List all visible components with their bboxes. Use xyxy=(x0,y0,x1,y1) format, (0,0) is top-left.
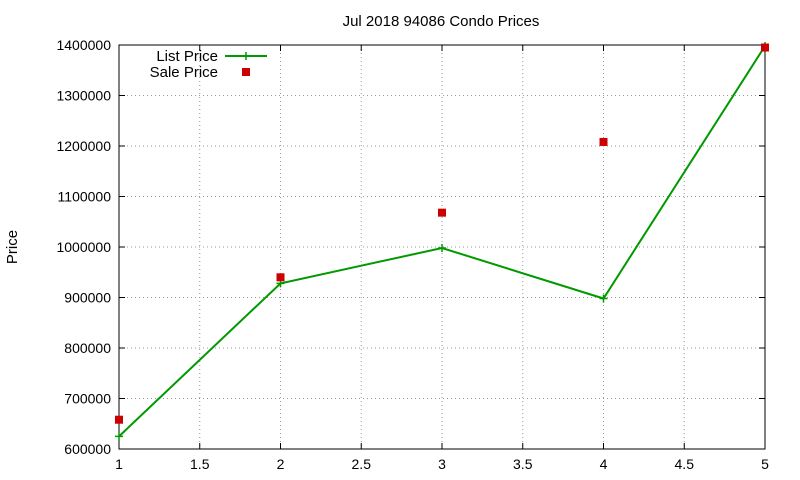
y-axis-title: Price xyxy=(4,230,21,264)
series-1 xyxy=(115,43,769,424)
x-tick-label: 5 xyxy=(761,456,769,472)
y-tick-label: 1200000 xyxy=(56,138,111,154)
list-price-point xyxy=(438,244,446,253)
x-tick-label: 1 xyxy=(115,456,123,472)
x-tick-label: 3.5 xyxy=(513,456,533,472)
y-tick-label: 900000 xyxy=(64,290,111,306)
x-tick-label: 1.5 xyxy=(190,456,210,472)
y-tick-label: 1300000 xyxy=(56,88,111,104)
y-tick-label: 800000 xyxy=(64,340,111,356)
sale-price-point xyxy=(276,273,285,282)
list-price-point xyxy=(115,432,123,441)
y-tick-label: 1400000 xyxy=(56,37,111,53)
x-tick-label: 3 xyxy=(438,456,446,472)
x-tick-label: 2 xyxy=(277,456,285,472)
legend-plus-swatch xyxy=(242,52,250,60)
sale-price-point xyxy=(761,43,769,52)
y-tick-label: 600000 xyxy=(64,441,111,457)
x-tick-label: 4 xyxy=(600,456,608,472)
list-price-point xyxy=(599,294,608,303)
y-axis-tick-labels: 600000 700000 800000 900000 1000000 1100000 12… xyxy=(56,37,111,457)
grid xyxy=(119,45,765,449)
y-tick-label: 1100000 xyxy=(58,189,112,205)
y-tick-label: 700000 xyxy=(64,391,111,407)
chart-title: Jul 2018 94086 Condo Prices xyxy=(343,13,540,30)
legend-square-swatch xyxy=(242,68,250,76)
series xyxy=(115,42,769,441)
sale-price-point xyxy=(599,137,608,146)
x-axis-tick-labels: 1 1.5 2 2.5 3 3.5 4 4.5 5 xyxy=(115,456,769,472)
legend-label: List Price xyxy=(156,48,218,65)
legend-label: Sale Price xyxy=(150,64,218,81)
sale-price-point xyxy=(115,415,123,424)
x-tick-label: 2.5 xyxy=(352,456,372,472)
sale-price-point xyxy=(438,208,446,217)
y-tick-label: 1000000 xyxy=(56,239,111,255)
x-tick-label: 4.5 xyxy=(675,456,695,472)
